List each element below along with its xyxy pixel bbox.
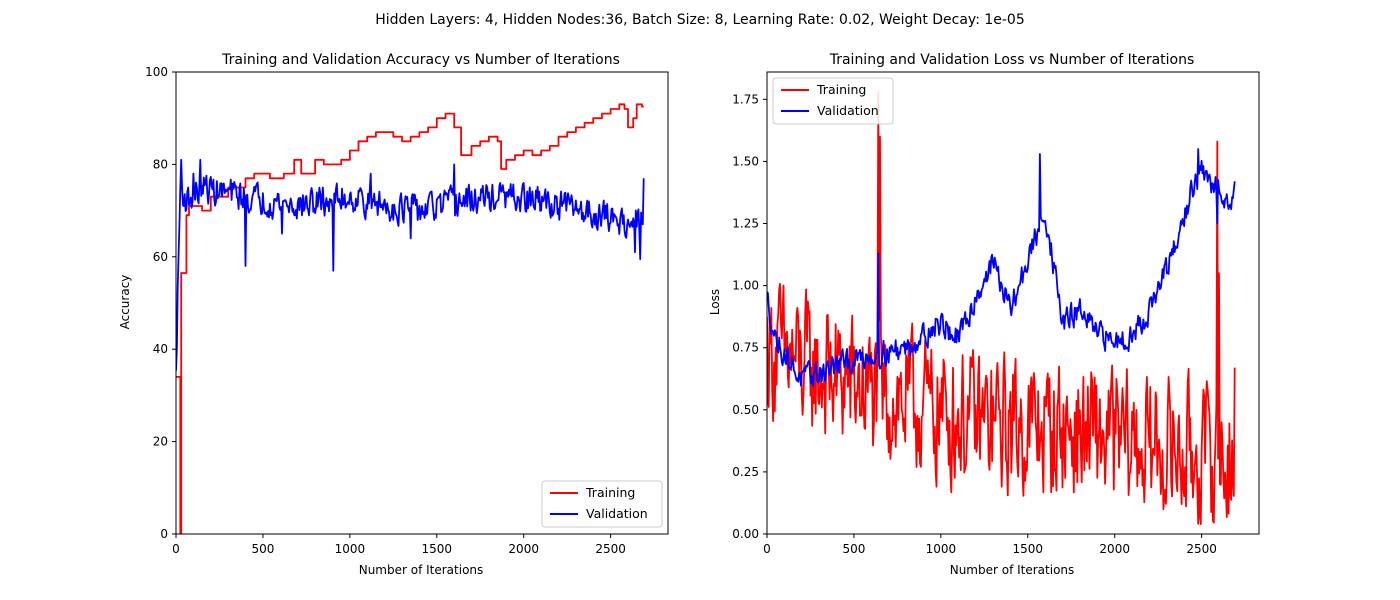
loss-series-training-line — [767, 91, 1236, 525]
accuracy-x-tick-label: 500 — [251, 542, 274, 556]
accuracy-series-validation-line — [176, 158, 645, 371]
loss-x-tick-label: 1500 — [1013, 542, 1044, 556]
accuracy-y-tick-label: 100 — [145, 65, 168, 79]
accuracy-x-tick-label: 1000 — [335, 542, 366, 556]
accuracy-y-tick-label: 60 — [153, 250, 168, 264]
loss-x-tick-label: 500 — [842, 542, 865, 556]
accuracy-legend-validation-label: Validation — [586, 506, 648, 521]
accuracy-x-tick-label: 2000 — [508, 542, 539, 556]
accuracy-legend-training-label: Training — [585, 485, 635, 500]
accuracy-x-axis-label: Number of Iterations — [359, 563, 484, 577]
figure-suptitle: Hidden Layers: 4, Hidden Nodes:36, Batch… — [375, 12, 1025, 28]
loss-axes: Training and Validation Loss vs Number o… — [708, 52, 1260, 577]
accuracy-legend: Training Validation — [541, 480, 663, 528]
loss-plot-area — [767, 91, 1236, 525]
accuracy-y-tick-label: 20 — [153, 435, 168, 449]
loss-legend-training-label: Training — [816, 82, 866, 97]
accuracy-plot-area — [176, 103, 645, 534]
accuracy-axes-frame — [175, 71, 669, 535]
loss-y-tick-label: 1.25 — [732, 217, 759, 231]
loss-y-tick-label: 1.50 — [732, 154, 759, 168]
loss-y-tick-label: 0.25 — [732, 465, 759, 479]
loss-y-tick-label: 0.00 — [732, 527, 759, 541]
loss-x-tick-label: 0 — [763, 542, 771, 556]
accuracy-series-training-line — [176, 103, 644, 534]
accuracy-chart-title: Training and Validation Accuracy vs Numb… — [221, 52, 620, 68]
loss-axes-frame — [766, 71, 1260, 535]
accuracy-ticks: 0 500 1000 1500 2000 2500 0 20 40 60 80 100 — [145, 65, 626, 556]
accuracy-x-tick-label: 2500 — [595, 542, 626, 556]
accuracy-y-tick-label: 40 — [153, 342, 168, 356]
accuracy-y-axis-label: Accuracy — [118, 275, 132, 330]
loss-legend-validation-label: Validation — [817, 103, 879, 118]
loss-x-tick-label: 2000 — [1099, 542, 1130, 556]
accuracy-x-tick-label: 1500 — [422, 542, 453, 556]
loss-y-tick-label: 1.00 — [732, 279, 759, 293]
loss-y-axis-label: Loss — [708, 289, 722, 315]
loss-chart-title: Training and Validation Loss vs Number o… — [829, 52, 1195, 68]
loss-x-tick-label: 2500 — [1186, 542, 1217, 556]
accuracy-axes: Training and Validation Accuracy vs Numb… — [118, 52, 669, 577]
loss-legend: Training Validation — [772, 77, 894, 125]
loss-y-tick-label: 0.50 — [732, 403, 759, 417]
loss-y-tick-label: 0.75 — [732, 341, 759, 355]
loss-y-tick-label: 1.75 — [732, 92, 759, 106]
loss-series-validation-line — [767, 148, 1236, 387]
accuracy-y-tick-label: 0 — [160, 527, 168, 541]
loss-x-axis-label: Number of Iterations — [950, 563, 1075, 577]
loss-x-tick-label: 1000 — [926, 542, 957, 556]
accuracy-x-tick-label: 0 — [172, 542, 180, 556]
loss-ticks: 0 500 1000 1500 2000 2500 0.00 0.25 0.50 0.75 1.00… — [732, 92, 1217, 556]
accuracy-y-tick-label: 80 — [153, 157, 168, 171]
